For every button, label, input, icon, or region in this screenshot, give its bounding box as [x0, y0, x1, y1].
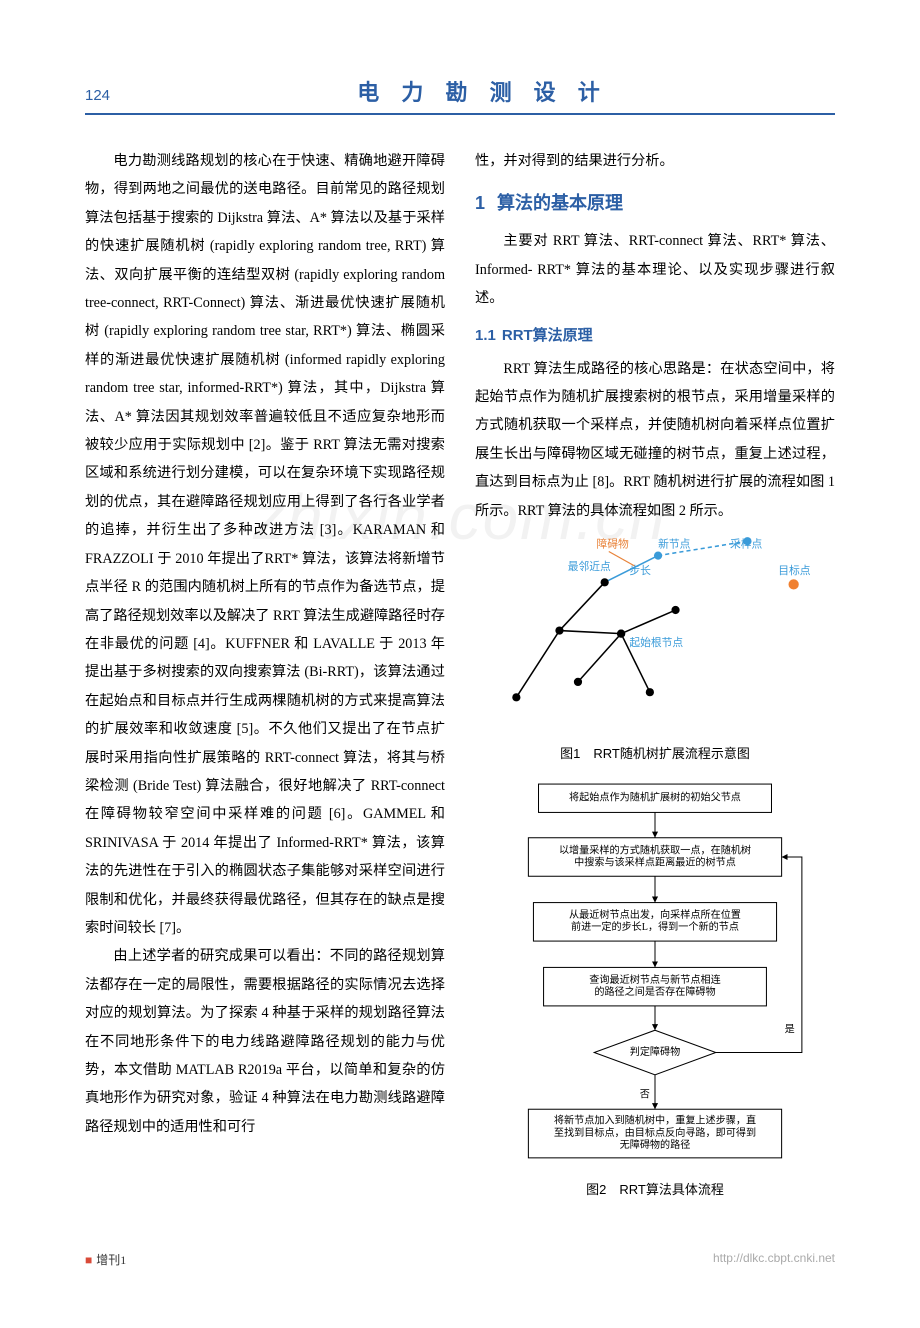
svg-text:采样点: 采样点 — [730, 537, 763, 550]
section-title: 算法的基本原理 — [497, 193, 623, 213]
svg-text:步长: 步长 — [629, 565, 651, 577]
figure-1-caption: 图1 RRT随机树扩展流程示意图 — [475, 741, 835, 767]
square-bullet-icon: ■ — [85, 1253, 92, 1267]
svg-text:的路径之间是否存在障碍物: 的路径之间是否存在障碍物 — [594, 986, 715, 999]
svg-text:障碍物: 障碍物 — [596, 537, 629, 550]
section-number: 1 — [475, 193, 485, 213]
svg-text:目标点: 目标点 — [778, 564, 811, 577]
issue-label: 增刊1 — [96, 1253, 126, 1267]
paragraph: 性，并对得到的结果进行分析。 — [475, 147, 835, 175]
footer-issue: ■ 增刊1 — [85, 1251, 126, 1268]
subsection-title: RRT算法原理 — [502, 327, 593, 344]
paragraph: 电力勘测线路规划的核心在于快速、精确地避开障碍物，得到两地之间最优的送电路径。目… — [85, 147, 445, 942]
svg-text:查询最近树节点与新节点相连: 查询最近树节点与新节点相连 — [589, 973, 720, 986]
page-footer: ■ 增刊1 http://dlkc.cbpt.cnki.net — [85, 1251, 835, 1268]
svg-text:以增量采样的方式随机获取一点，在随机树: 以增量采样的方式随机获取一点，在随机树 — [559, 844, 751, 857]
paragraph: RRT 算法生成路径的核心思路是：在状态空间中，将起始节点作为随机扩展搜索树的根… — [475, 355, 835, 525]
svg-text:判定障碍物: 判定障碍物 — [630, 1045, 681, 1058]
section-heading-1: 1 算法的基本原理 — [475, 185, 835, 221]
paragraph: 主要对 RRT 算法、RRT-connect 算法、RRT* 算法、Inform… — [475, 227, 835, 312]
two-column-body: 电力勘测线路规划的核心在于快速、精确地避开障碍物，得到两地之间最优的送电路径。目… — [85, 147, 835, 1215]
svg-text:新节点: 新节点 — [658, 537, 691, 550]
svg-text:起始根节点: 起始根节点 — [629, 636, 683, 649]
figure-2-flowchart: 将起始点作为随机扩展树的初始父节点以增量采样的方式随机获取一点，在随机树中搜索与… — [475, 779, 835, 1169]
svg-text:无障碍物的路径: 无障碍物的路径 — [620, 1138, 691, 1151]
svg-text:至找到目标点，由目标点反向寻路，即可得到: 至找到目标点，由目标点反向寻路，即可得到 — [554, 1126, 756, 1139]
page-number: 124 — [85, 87, 110, 104]
svg-text:中搜索与该采样点距离最近的树节点: 中搜索与该采样点距离最近的树节点 — [574, 856, 736, 869]
figure-2-caption: 图2 RRT算法具体流程 — [475, 1177, 835, 1203]
journal-title: 电 力 勘 测 设 计 — [130, 75, 835, 107]
svg-text:前进一定的步长L，得到一个新的节点: 前进一定的步长L，得到一个新的节点 — [571, 921, 739, 934]
svg-text:否: 否 — [640, 1089, 650, 1101]
section-heading-2: 1.1 RRT算法原理 — [475, 321, 835, 351]
figure-1-tree-diagram: 障碍物 新节点 采样点最邻近点 步长 目标点起始根节点 — [475, 533, 835, 723]
page-header: 124 电 力 勘 测 设 计 — [85, 75, 835, 115]
svg-text:将新节点加入到随机树中，重复上述步骤，直: 将新节点加入到随机树中，重复上述步骤，直 — [554, 1114, 756, 1127]
subsection-number: 1.1 — [475, 327, 496, 344]
left-column: 电力勘测线路规划的核心在于快速、精确地避开障碍物，得到两地之间最优的送电路径。目… — [85, 147, 445, 1215]
svg-text:最邻近点: 最邻近点 — [568, 560, 611, 573]
right-column: 性，并对得到的结果进行分析。 1 算法的基本原理 主要对 RRT 算法、RRT-c… — [475, 147, 835, 1215]
paragraph: 由上述学者的研究成果可以看出：不同的路径规划算法都存在一定的局限性，需要根据路径… — [85, 942, 445, 1141]
svg-text:将起始点作为随机扩展树的初始父节点: 将起始点作为随机扩展树的初始父节点 — [569, 791, 741, 804]
footer-url: http://dlkc.cbpt.cnki.net — [713, 1251, 835, 1268]
svg-text:从最近树节点出发，向采样点所在位置: 从最近树节点出发，向采样点所在位置 — [569, 909, 741, 922]
svg-text:是: 是 — [785, 1024, 795, 1036]
